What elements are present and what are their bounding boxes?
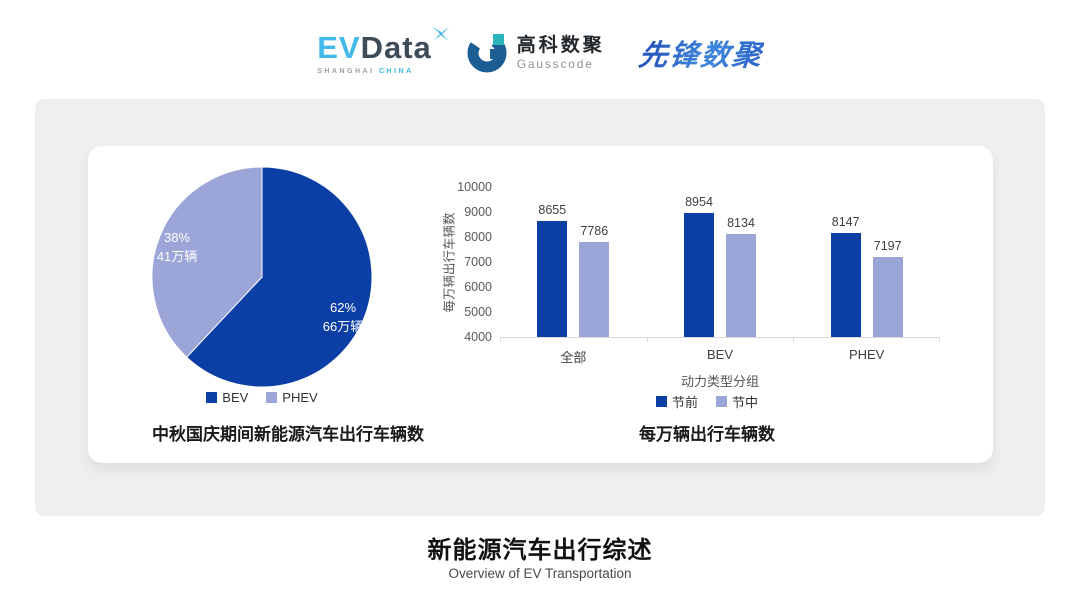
page-subtitle: Overview of EV Transportation [448,566,632,581]
bar-value-label: 7197 [873,239,902,254]
y-tick-label: 5000 [464,305,492,319]
category-label: PHEV [848,347,885,362]
legend-item: BEV [206,390,248,405]
pie-slice-bev [185,166,373,388]
y-tick-label: 8000 [464,230,492,244]
legend-item: 节中 [716,392,758,411]
y-tick-label: 4000 [464,330,492,344]
bar-节中-全部 [579,242,610,337]
legend-item: 节前 [655,392,698,411]
pie-label-phev: 38% 41万辆 [142,229,212,267]
category-label: BEV [707,347,734,362]
legend-swatch [206,392,218,403]
bev-value: 66万辆 [322,318,364,334]
bar-value-label: 8655 [538,202,567,217]
y-tick-label: 9000 [464,205,492,219]
bar-categories: 全部 BEV PHEV [500,347,940,365]
bar-plot: 8655 7786 8954 8134 8147 7197 [500,187,940,337]
x-tick-mark [646,338,648,342]
evdata-shanghai-text: SHANGHAI [317,67,375,75]
legend-swatch [655,396,667,407]
gausscode-text: 高科数聚 Gausscode [517,35,605,71]
logo-xianfeng: 先锋数聚 [637,32,765,74]
bar-yticks: 4000 5000 6000 7000 8000 9000 10000 [432,180,492,344]
legend-label: PHEV [282,390,318,405]
bar-节前-全部 [537,220,568,337]
bar-节前-PHEV [830,233,861,337]
bar-节中-PHEV [872,257,903,337]
gausscode-en-text: Gausscode [516,56,594,71]
legend-swatch [716,396,727,407]
bev-percent: 62% [329,300,357,315]
x-tick-mark [500,338,501,342]
x-tick-mark [939,338,940,342]
legend-label: BEV [222,390,249,405]
legend-swatch [266,392,278,403]
bar-chart-title: 每万辆出行车辆数 [639,425,775,444]
gausscode-mark-icon [467,33,507,73]
gausscode-cn-text: 高科数聚 [516,35,605,57]
evdata-star-icon [431,26,450,41]
pie-label-bev: 62% 66万辆 [308,299,378,337]
bar-节中-BEV [726,233,756,337]
bar-value-label: 8147 [831,215,860,230]
legend-item: PHEV [266,390,318,405]
charts-card: 38% 41万辆 62% 66万辆 BEV PHEV 中秋国庆期间新能源汽车出行车… [88,146,993,463]
y-tick-label: 7000 [464,255,492,269]
bar-节前-BEV [684,213,714,337]
page-title: 新能源汽车出行综述 [427,537,653,564]
evdata-ev-text: EV [317,29,361,65]
evdata-wordmark: EVData [317,26,450,65]
pie-legend: BEV PHEV [112,390,412,405]
header-logos: EVData SHANGHAI CHINA [0,16,1080,90]
bar-value-label: 8134 [727,215,755,230]
phev-percent: 38% [163,230,191,245]
phev-value: 41万辆 [156,248,198,264]
y-tick-label: 6000 [464,280,492,294]
category-label: 全部 [560,350,587,365]
legend-label: 节中 [732,395,759,410]
evdata-data-text: Data [360,29,432,65]
bar-legend: 节前 节中 [487,392,927,411]
evdata-subtitle: SHANGHAI CHINA [317,68,413,75]
evdata-china-text: CHINA [379,67,414,75]
bar-value-label: 7786 [580,224,609,239]
pie-slice-phev [151,166,263,358]
bar-x-axis-line [500,337,940,342]
legend-label: 节前 [671,395,698,410]
bar-value-label: 8954 [685,195,713,210]
y-tick-label: 10000 [457,180,492,194]
logo-evdata: EVData SHANGHAI CHINA [317,26,450,75]
x-tick-mark [793,338,795,342]
bar-x-axis-title: 动力类型分组 [680,374,759,389]
pie-chart-title: 中秋国庆期间新能源汽车出行车辆数 [152,425,424,444]
pie-chart [151,166,373,388]
logo-gausscode: 高科数聚 Gausscode [466,32,605,74]
